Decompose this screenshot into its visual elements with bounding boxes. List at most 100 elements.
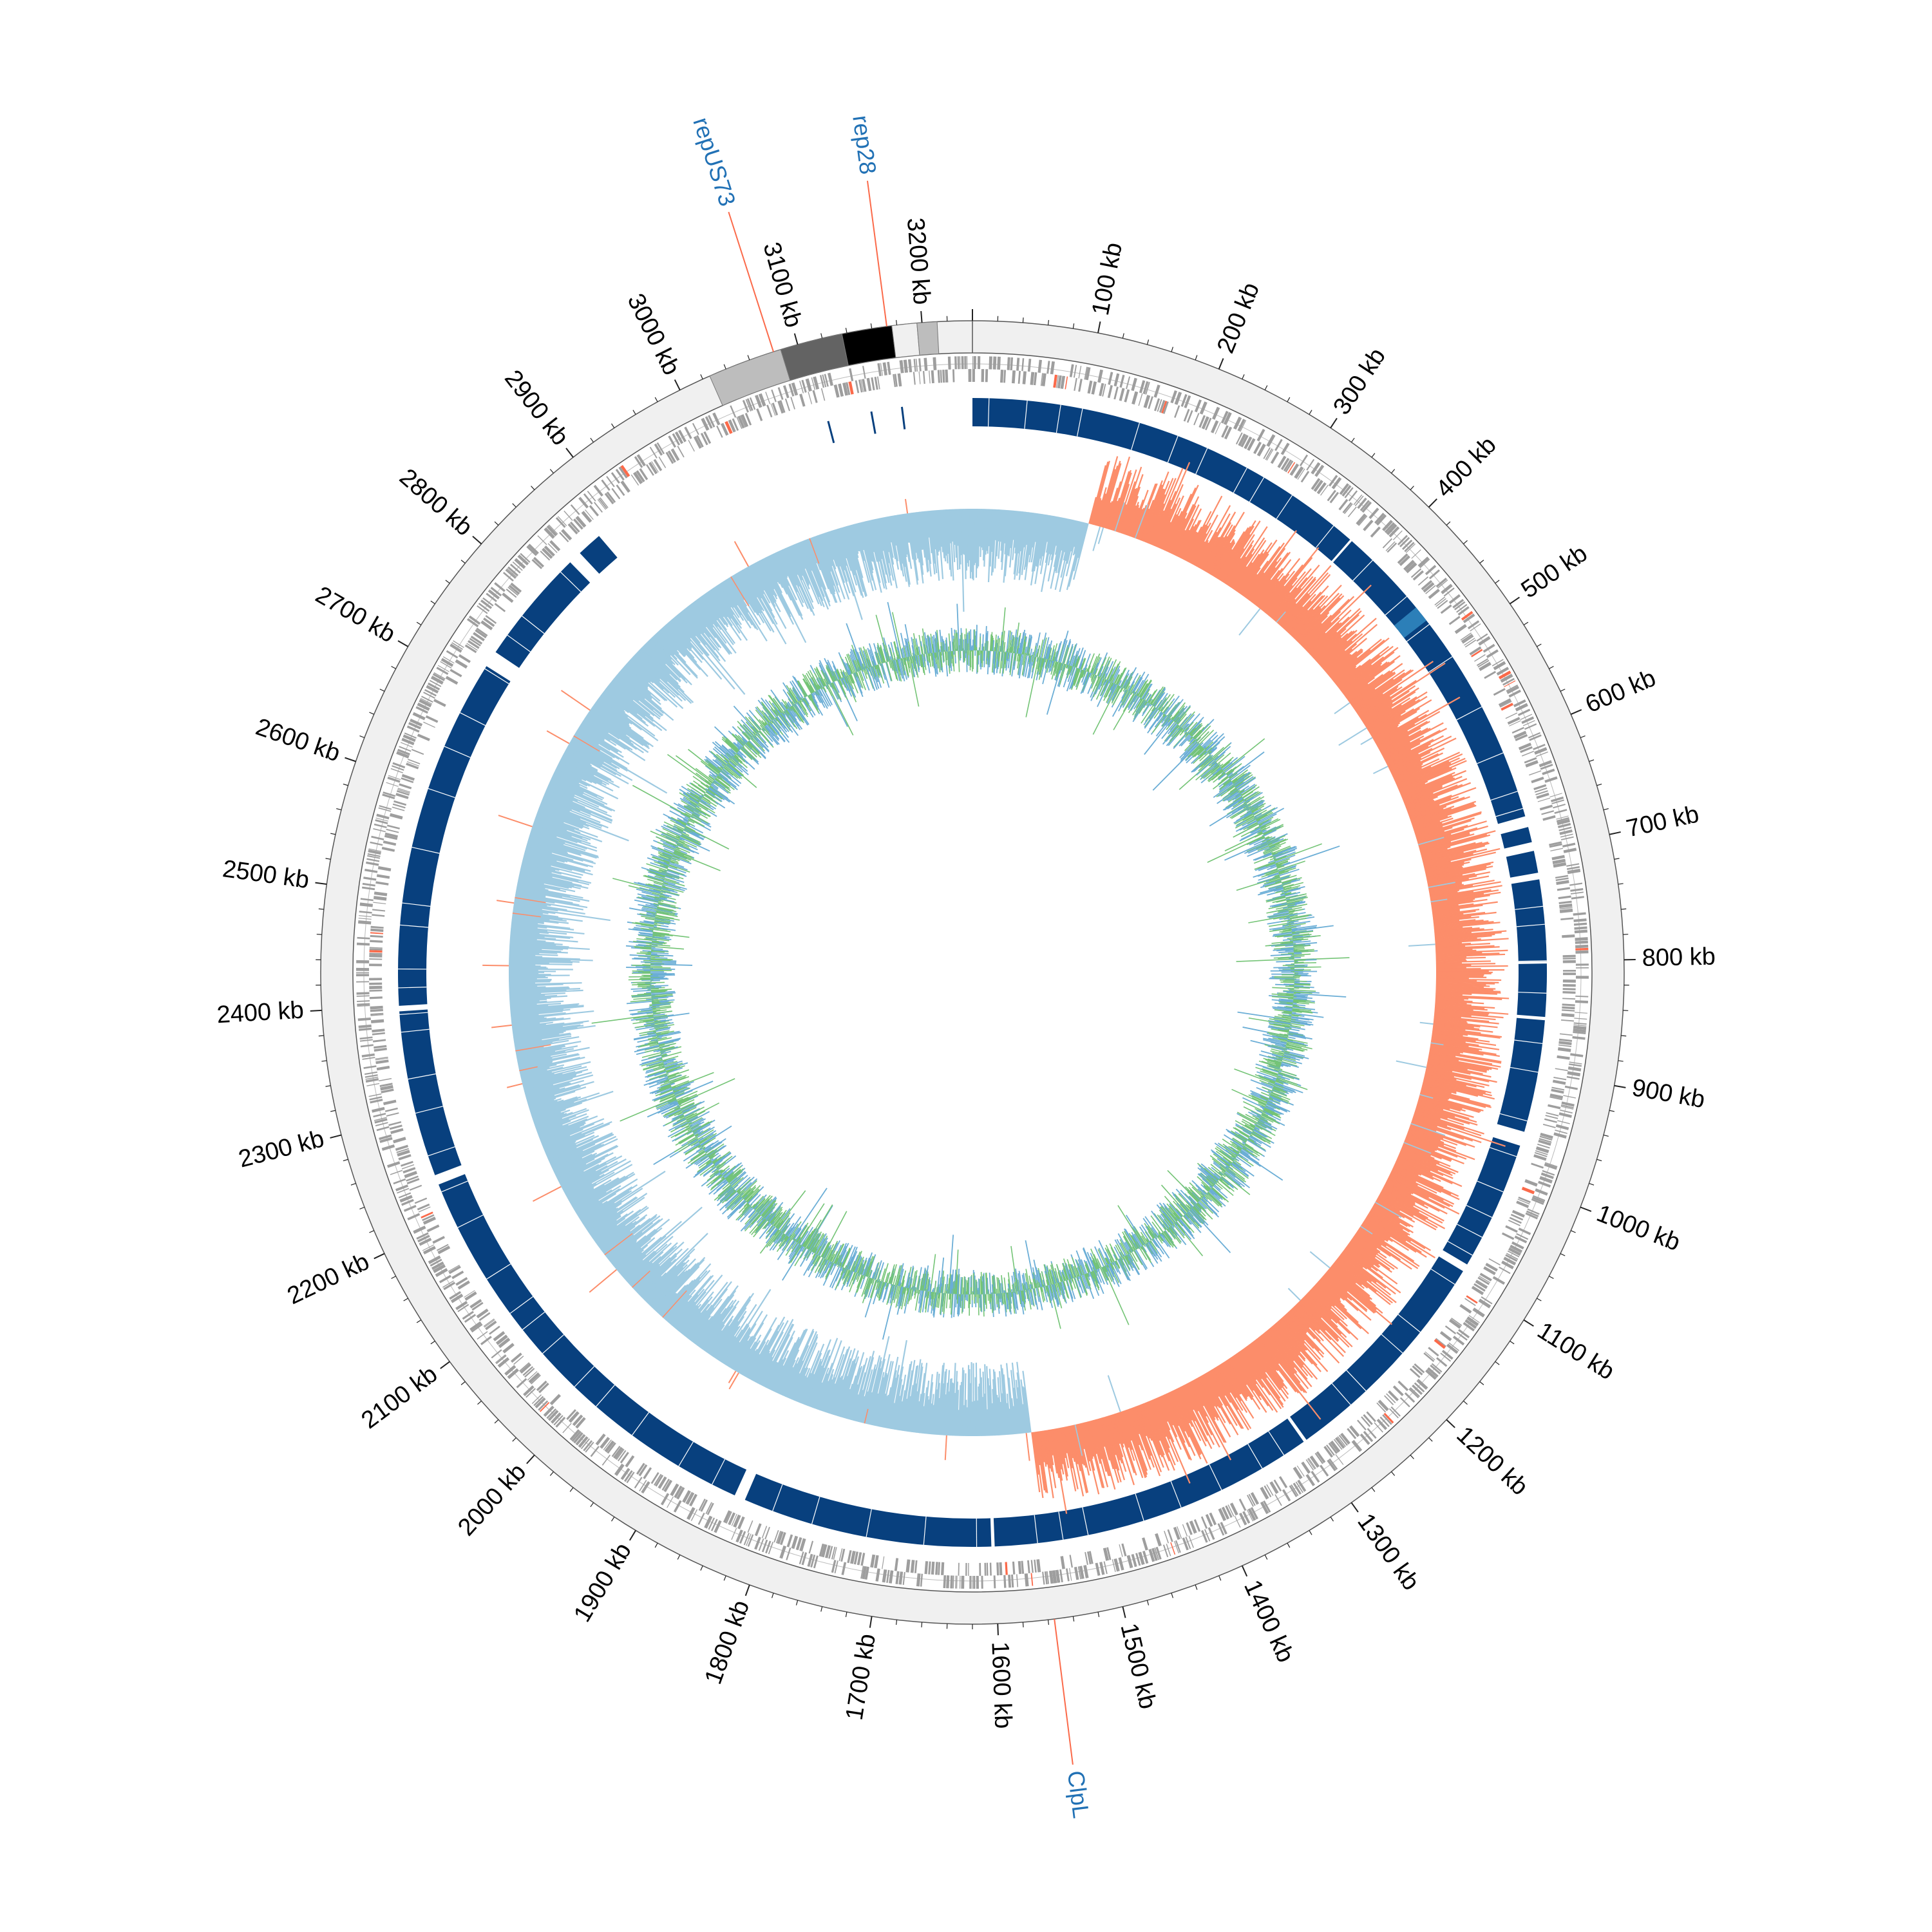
gc-content-a xyxy=(1083,672,1090,685)
gene-feature xyxy=(370,940,383,943)
gc-skew-bar xyxy=(559,761,607,786)
gc-content-b xyxy=(1022,654,1025,665)
minor-tick xyxy=(1330,1517,1334,1522)
gc-skew-bar xyxy=(1435,976,1487,978)
gc-skew-bar xyxy=(638,1258,677,1296)
major-tick xyxy=(565,448,574,458)
gc-skew-bar xyxy=(570,1184,605,1205)
gene-feature xyxy=(1235,432,1243,445)
gene-feature xyxy=(386,782,399,787)
homology-gap xyxy=(712,1459,726,1485)
gene-feature xyxy=(1559,829,1573,835)
gene-feature xyxy=(359,911,372,914)
gc-skew-bar xyxy=(1028,513,1037,563)
gc-skew-bar xyxy=(822,533,837,570)
gene-feature xyxy=(1386,524,1397,536)
gene-feature xyxy=(1562,842,1576,848)
gene-feature xyxy=(1575,995,1589,998)
gc-skew-bar xyxy=(1421,842,1476,858)
gc-skew-bar xyxy=(533,822,572,837)
gc-skew-bar xyxy=(1186,524,1206,562)
homology-gap xyxy=(1385,596,1407,616)
gc-skew-bar xyxy=(1341,662,1383,694)
gene-feature xyxy=(670,1483,679,1497)
gc-content-a xyxy=(1164,696,1180,715)
gc-skew-bar xyxy=(1418,825,1488,847)
gene-feature xyxy=(979,1562,981,1576)
gc-skew-bar xyxy=(522,1066,587,1084)
gc-skew-bar xyxy=(1274,576,1314,621)
gc-skew-bar xyxy=(571,739,612,764)
gc-skew-bar xyxy=(607,686,646,717)
minor-tick xyxy=(1195,355,1198,361)
gc-content-b xyxy=(1144,708,1158,727)
gene-feature xyxy=(992,356,997,370)
gc-skew-bar xyxy=(1108,1415,1127,1472)
homology-block xyxy=(1517,963,1547,1018)
gc-content-b xyxy=(1137,681,1147,696)
gc-content-b xyxy=(1093,677,1103,697)
gc-skew-bar xyxy=(520,867,590,886)
gc-skew-bar xyxy=(844,526,864,592)
gc-skew-bar xyxy=(567,746,621,777)
gc-content-b xyxy=(1164,724,1179,742)
gc-skew-bar xyxy=(652,635,691,676)
gc-skew-bar xyxy=(1421,1087,1491,1107)
gc-skew-bar xyxy=(1366,1216,1406,1242)
gc-skew-bar xyxy=(1331,1264,1370,1297)
gene-feature xyxy=(1016,1574,1019,1587)
gc-skew-bar xyxy=(985,509,988,555)
gc-skew-bar xyxy=(1000,1364,1007,1435)
gc-skew-bar xyxy=(666,1294,690,1322)
gene-feature xyxy=(1167,1529,1173,1542)
gc-skew-track xyxy=(482,456,1510,1514)
gc-content-b xyxy=(1157,697,1167,710)
gc-skew-bar xyxy=(568,744,633,781)
gene-feature xyxy=(737,1516,745,1530)
homology-gap xyxy=(1477,1180,1504,1193)
gc-skew-bar xyxy=(612,1218,670,1266)
gc-skew-bar xyxy=(567,744,603,766)
gc-content-b xyxy=(1029,656,1032,663)
gene-feature xyxy=(1558,1038,1573,1042)
gene-feature xyxy=(665,451,674,464)
gene-feature xyxy=(510,1352,522,1363)
gene-feature xyxy=(374,823,387,829)
gc-skew-spike xyxy=(1338,727,1367,746)
gc-skew-bar xyxy=(622,667,649,690)
gc-skew-bar xyxy=(624,1235,674,1280)
gc-skew-bar xyxy=(641,647,679,685)
minor-tick xyxy=(1596,783,1602,786)
gene-feature xyxy=(410,718,423,727)
gc-skew-bar xyxy=(953,509,958,558)
gene-feature xyxy=(1250,1507,1258,1520)
gc-skew-bar xyxy=(838,1363,857,1417)
gc-content-b xyxy=(1186,733,1189,736)
gene-feature xyxy=(1435,577,1448,588)
gene-feature xyxy=(567,523,578,535)
gene-feature xyxy=(1018,1560,1022,1575)
gene-feature xyxy=(775,1531,781,1544)
gc-skew-bar xyxy=(518,875,573,889)
gene-feature xyxy=(1507,717,1520,725)
gc-skew-bar xyxy=(1004,509,1009,544)
gc-skew-bar xyxy=(1435,963,1496,965)
gc-skew-bar xyxy=(819,534,839,586)
gc-skew-bar xyxy=(1403,1144,1432,1157)
gc-skew-bar xyxy=(1311,631,1338,657)
gc-skew-spike xyxy=(1287,1287,1301,1301)
gc-skew-bar xyxy=(545,1142,576,1156)
major-tick xyxy=(1097,321,1101,334)
gc-skew-bar xyxy=(1408,796,1459,816)
homology-block xyxy=(397,666,511,1006)
gc-skew-bar xyxy=(848,525,859,558)
gc-skew-bar xyxy=(1171,505,1197,554)
gc-content-a xyxy=(1188,716,1204,735)
gene-feature xyxy=(399,1195,413,1203)
minor-tick xyxy=(359,735,365,739)
gc-skew-bar xyxy=(1361,685,1416,721)
gene-feature xyxy=(471,1323,483,1333)
gc-skew-bar xyxy=(1285,1314,1320,1352)
gc-skew-bar xyxy=(510,933,545,938)
gc-content-b xyxy=(981,650,983,663)
